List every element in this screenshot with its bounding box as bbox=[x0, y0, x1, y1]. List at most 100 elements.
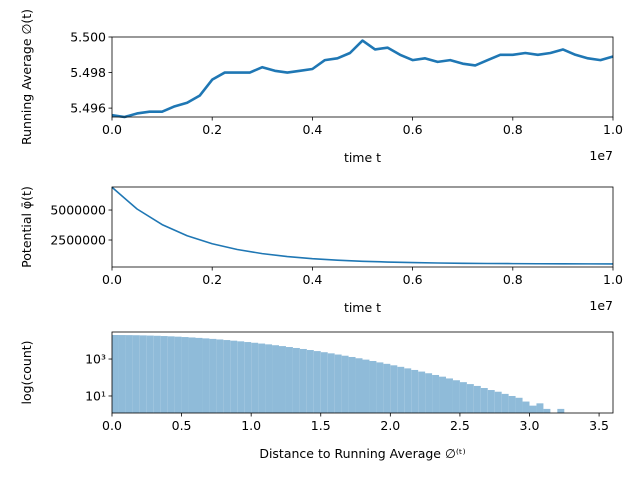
bar bbox=[132, 335, 140, 413]
bar bbox=[272, 345, 279, 413]
plot-area bbox=[111, 39, 614, 119]
bar bbox=[146, 335, 154, 413]
bar bbox=[167, 336, 175, 413]
x-tick-label: 0.0 bbox=[102, 122, 122, 137]
x-tick-label: 0.8 bbox=[503, 122, 523, 137]
bar bbox=[411, 369, 419, 413]
bar bbox=[508, 395, 516, 413]
bar bbox=[390, 365, 398, 413]
bar bbox=[418, 371, 426, 413]
bar bbox=[501, 393, 509, 413]
bar bbox=[376, 362, 384, 413]
bar bbox=[334, 354, 342, 413]
bar bbox=[452, 380, 460, 413]
bar bbox=[341, 355, 349, 413]
x-tick-label: 0.2 bbox=[202, 122, 222, 137]
x-tick-label: 1.5 bbox=[311, 418, 331, 433]
x-tick-label: 0.5 bbox=[172, 418, 192, 433]
axes-frame bbox=[111, 36, 614, 118]
x-tick-label: 0.8 bbox=[503, 272, 523, 287]
y-tick-label: 2500000 bbox=[50, 233, 106, 248]
y-axis-label: Potential φ̄(t) bbox=[19, 186, 34, 268]
bar bbox=[466, 384, 474, 413]
y-tick-label: 10³ bbox=[85, 352, 106, 367]
bar bbox=[397, 366, 405, 413]
bar bbox=[355, 358, 363, 413]
bar bbox=[439, 376, 446, 413]
bar bbox=[153, 335, 161, 413]
x-offset-label: 1e7 bbox=[589, 298, 613, 313]
bar bbox=[557, 408, 565, 413]
x-tick-label: 0.6 bbox=[403, 272, 423, 287]
y-axis-label: log(count) bbox=[19, 340, 34, 404]
bar bbox=[230, 340, 238, 413]
bar bbox=[265, 344, 273, 413]
bar bbox=[327, 353, 335, 413]
bar bbox=[223, 340, 231, 413]
bar bbox=[202, 338, 210, 413]
bar bbox=[543, 408, 551, 413]
bar bbox=[522, 401, 530, 413]
bar bbox=[285, 347, 293, 413]
x-tick-label: 3.0 bbox=[520, 418, 540, 433]
x-tick-label: 1.0 bbox=[603, 122, 623, 137]
bar bbox=[320, 352, 328, 413]
axes-frame bbox=[111, 331, 614, 414]
bar bbox=[188, 337, 196, 413]
bar bbox=[369, 360, 377, 413]
x-tick-label: 1.0 bbox=[241, 418, 261, 433]
x-tick-label: 0.2 bbox=[202, 272, 222, 287]
bar bbox=[174, 336, 182, 413]
x-tick-label: 1.0 bbox=[603, 272, 623, 287]
x-axis-label: Distance to Running Average ∅⁽ᵗ⁾ bbox=[259, 446, 465, 461]
bar bbox=[487, 390, 495, 413]
bar bbox=[118, 335, 126, 413]
bar bbox=[195, 337, 203, 413]
x-tick-label: 0.6 bbox=[403, 122, 423, 137]
bar bbox=[383, 363, 391, 413]
bar bbox=[480, 388, 488, 413]
y-axis-label: Running Average ∅(t) bbox=[19, 9, 34, 145]
bar bbox=[313, 351, 321, 413]
bar bbox=[306, 350, 314, 413]
plot-area bbox=[111, 186, 614, 265]
bar bbox=[404, 368, 412, 413]
bar bbox=[432, 374, 440, 413]
x-axis-label: time t bbox=[344, 150, 381, 165]
x-tick-label: 0.4 bbox=[302, 272, 322, 287]
bar bbox=[112, 335, 119, 413]
bar bbox=[258, 343, 266, 413]
bar bbox=[279, 346, 286, 413]
x-tick-label: 0.0 bbox=[102, 418, 122, 433]
x-tick-label: 2.0 bbox=[380, 418, 400, 433]
bar bbox=[459, 382, 467, 413]
x-tick-label: 0.0 bbox=[102, 272, 122, 287]
x-axis-label: time t bbox=[344, 300, 381, 315]
y-tick-label: 5.496 bbox=[70, 101, 106, 116]
y-tick-label: 10¹ bbox=[85, 388, 106, 403]
line bbox=[111, 39, 614, 119]
x-offset-label: 1e7 bbox=[589, 148, 613, 163]
bar bbox=[362, 359, 370, 413]
line bbox=[111, 186, 614, 265]
bar bbox=[139, 335, 147, 413]
bar bbox=[181, 337, 189, 413]
x-tick-label: 3.5 bbox=[589, 418, 609, 433]
bar bbox=[160, 336, 168, 413]
bar bbox=[209, 338, 217, 413]
bar bbox=[292, 347, 300, 413]
y-tick-label: 5000000 bbox=[50, 203, 106, 218]
bar bbox=[515, 397, 523, 413]
x-tick-label: 0.4 bbox=[302, 122, 322, 137]
x-tick-label: 2.5 bbox=[450, 418, 470, 433]
bar bbox=[125, 335, 133, 413]
bar bbox=[348, 356, 356, 413]
bar bbox=[473, 385, 481, 413]
bar bbox=[446, 378, 453, 413]
bar bbox=[237, 341, 245, 413]
plot-area bbox=[112, 335, 565, 413]
bar bbox=[536, 403, 544, 413]
y-tick-label: 5.500 bbox=[70, 30, 106, 45]
bar bbox=[244, 342, 252, 413]
